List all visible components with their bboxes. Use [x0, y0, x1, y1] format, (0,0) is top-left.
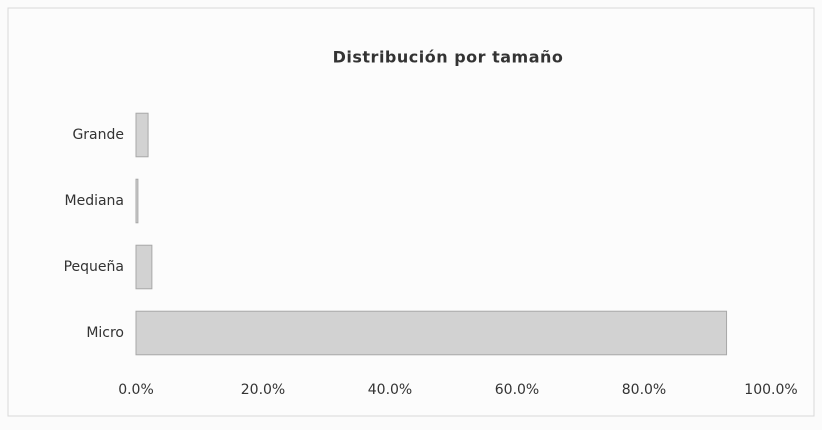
bar: [135, 244, 153, 290]
bar: [135, 310, 728, 356]
chart-title: Distribución por tamaño: [333, 48, 564, 67]
y-tick-label: Pequeña: [64, 259, 124, 275]
x-tick-label: 80.0%: [622, 382, 666, 398]
bar: [135, 178, 139, 224]
y-tick-label: Micro: [86, 325, 124, 341]
x-tick-label: 60.0%: [495, 382, 539, 398]
x-tick-label: 20.0%: [241, 382, 285, 398]
y-tick-label: Grande: [72, 127, 124, 143]
x-tick-label: 40.0%: [368, 382, 412, 398]
x-tick-label: 100.0%: [744, 382, 797, 398]
bar: [135, 112, 149, 158]
y-tick-label: Mediana: [65, 193, 125, 209]
x-tick-label: 0.0%: [118, 382, 154, 398]
